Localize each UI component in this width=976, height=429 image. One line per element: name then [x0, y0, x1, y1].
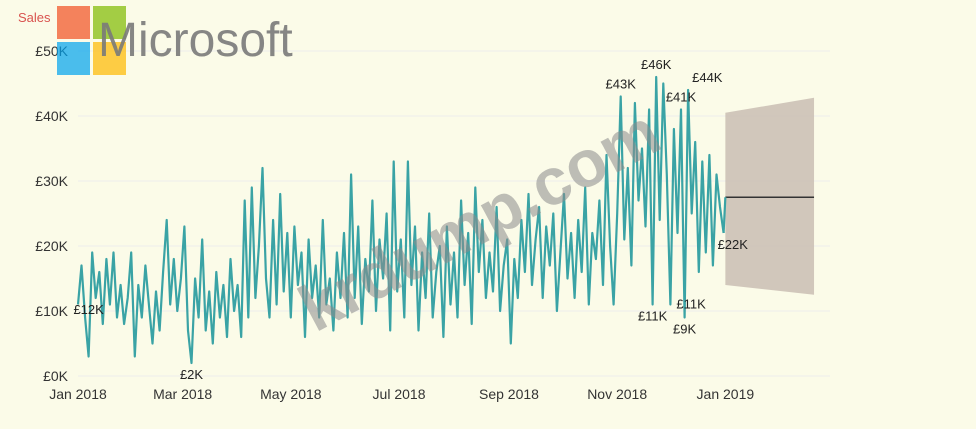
microsoft-logo [57, 6, 126, 75]
data-label: £11K [676, 297, 706, 312]
x-tick-label: Mar 2018 [153, 386, 212, 402]
forecast-confidence-band [725, 97, 815, 295]
chart-title-text: Sales [18, 10, 51, 25]
x-tick-label: Nov 2018 [587, 386, 647, 402]
series-line-group [76, 75, 727, 365]
data-label: £9K [673, 322, 696, 337]
x-tick-label: Jan 2019 [697, 386, 755, 402]
data-label: £22K [718, 237, 749, 252]
y-tick-label: £30K [35, 173, 68, 189]
x-axis-ticks: Jan 2018 Mar 2018 May 2018 Jul 2018 Sep 2018… [49, 386, 754, 402]
data-label: £43K [606, 77, 637, 92]
y-axis-ticks: £0K£10K£20K£30K£40K£50K [35, 43, 68, 384]
watermark-logo-text: Microsoft [98, 14, 293, 67]
logo-square-yellow [93, 42, 126, 75]
x-tick-label: Jan 2018 [49, 386, 107, 402]
x-tick-label: May 2018 [260, 386, 322, 402]
data-label: £44K [692, 70, 723, 85]
data-label: £12K [73, 302, 104, 317]
logo-square-green [93, 6, 126, 39]
data-label: £41K [666, 90, 697, 105]
sales-series-line [76, 75, 725, 365]
logo-square-red [57, 6, 90, 39]
y-tick-label: £10K [35, 303, 68, 319]
y-tick-label: £0K [43, 368, 69, 384]
chart-title: Sales [18, 10, 51, 25]
logo-square-blue [57, 42, 90, 75]
data-label: £2K [180, 367, 203, 382]
watermark-url: krdump.com [287, 94, 671, 345]
y-tick-label: £40K [35, 108, 68, 124]
y-tick-label: £20K [35, 238, 68, 254]
forecast-band-group [725, 97, 815, 295]
data-labels: £12K £2K £43K £46K £44K £41K £11K £11K £9K £22K [73, 57, 748, 382]
data-label: £46K [641, 57, 672, 72]
data-label: £11K [638, 309, 668, 324]
series-connector [722, 197, 727, 234]
x-tick-label: Jul 2018 [373, 386, 426, 402]
x-tick-label: Sep 2018 [479, 386, 539, 402]
